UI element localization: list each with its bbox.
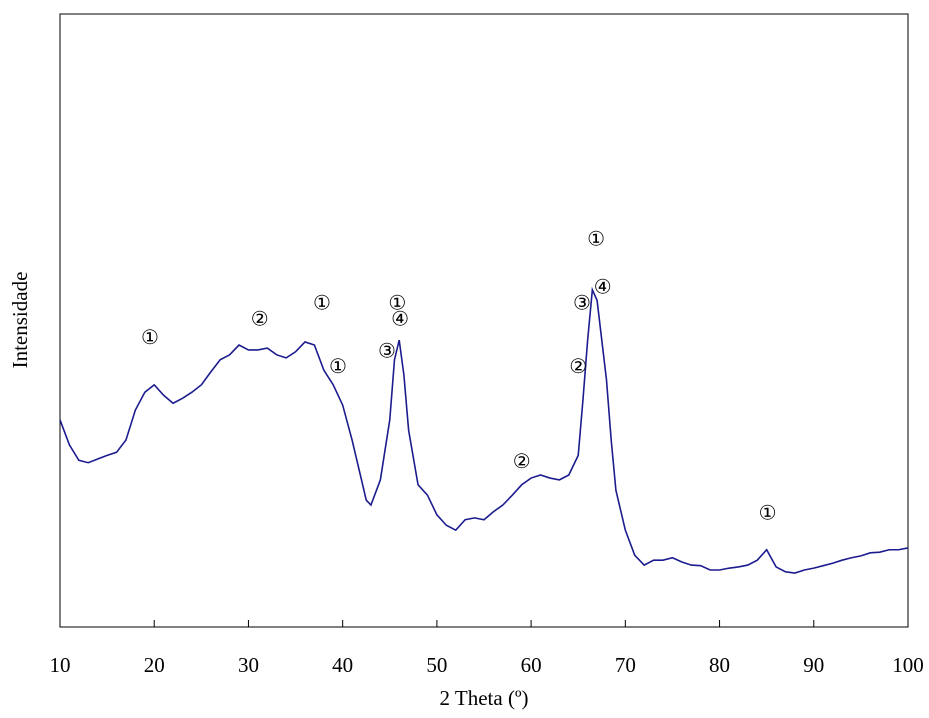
x-tick-label: 30 bbox=[238, 653, 259, 677]
x-axis-label: 2 Theta (º) bbox=[440, 686, 529, 710]
peak-annotation: ④ bbox=[594, 275, 612, 299]
plot-frame bbox=[59, 13, 909, 628]
x-tick-label: 10 bbox=[50, 653, 71, 677]
x-tick-label: 90 bbox=[803, 653, 824, 677]
peak-annotation: ① bbox=[388, 290, 406, 314]
peak-annotation: ④ bbox=[391, 306, 409, 330]
peak-annotation: ① bbox=[759, 501, 777, 525]
data-line bbox=[59, 286, 909, 574]
peak-annotation: ③ bbox=[378, 338, 396, 362]
y-axis-label: Intensidade bbox=[8, 272, 32, 369]
x-tick-label: 20 bbox=[144, 653, 165, 677]
peak-annotation: ② bbox=[513, 449, 531, 473]
x-tick-label: 50 bbox=[426, 653, 447, 677]
peak-annotation: ① bbox=[587, 227, 605, 251]
peak-annotation: ① bbox=[141, 325, 159, 349]
x-tick-label: 100 bbox=[892, 653, 924, 677]
x-tick-label: 40 bbox=[332, 653, 353, 677]
x-tick-label: 60 bbox=[521, 653, 542, 677]
peak-annotation: ② bbox=[251, 306, 269, 330]
peak-annotation: ② bbox=[569, 354, 587, 378]
x-tick-label: 70 bbox=[615, 653, 636, 677]
peak-annotation: ① bbox=[329, 354, 347, 378]
peak-annotation: ① bbox=[313, 290, 331, 314]
peak-annotation: ③ bbox=[573, 290, 591, 314]
x-tick-label: 80 bbox=[709, 653, 730, 677]
